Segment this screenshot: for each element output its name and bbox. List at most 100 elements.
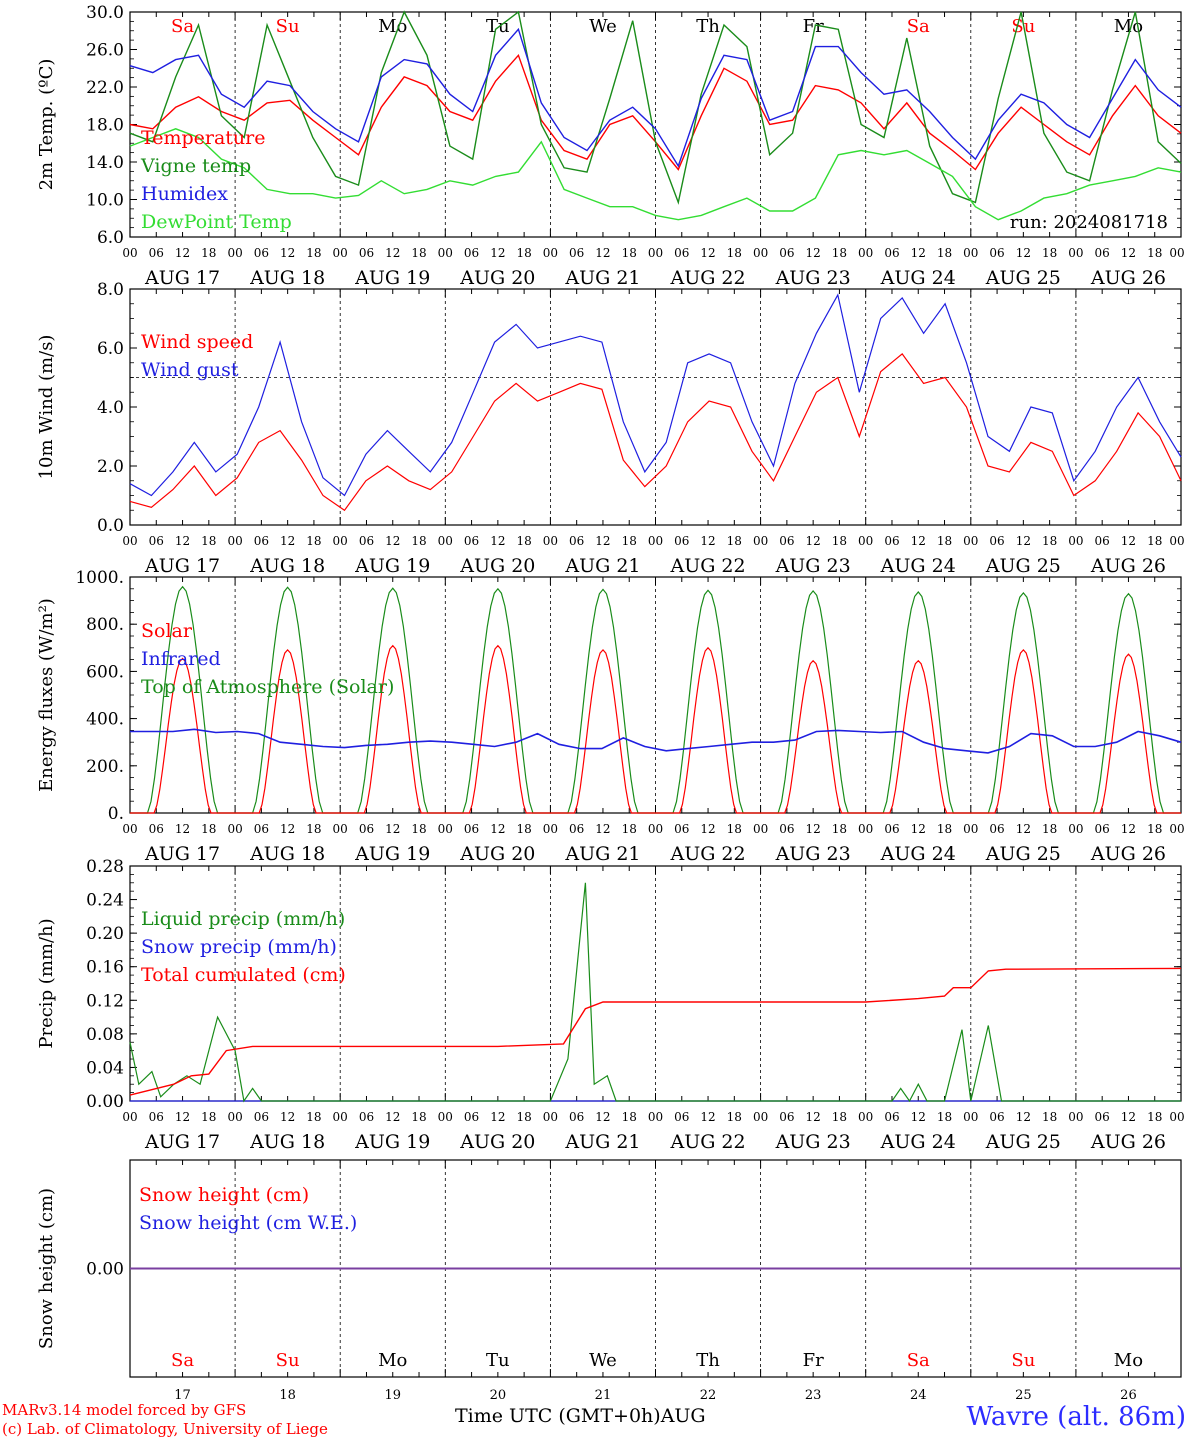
date-label: AUG 17 [144,555,220,577]
date-label: AUG 26 [1090,1131,1166,1153]
date-label: AUG 25 [985,1131,1061,1153]
hour-tick-label: 06 [779,534,794,548]
y-tick-label: 0.00 [86,1260,124,1280]
hour-tick-label: 06 [884,822,899,836]
date-label: AUG 18 [249,267,325,289]
hour-tick-label: 06 [569,822,584,836]
legend-entry: Liquid precip (mm/h) [141,908,345,930]
hour-tick-label: 18 [1042,1110,1057,1124]
hour-tick-label: 00 [753,534,768,548]
hour-tick-label: 00 [648,534,663,548]
hour-tick-label: 00 [333,822,348,836]
hour-tick-label: 18 [306,1110,321,1124]
hour-tick-label: 18 [832,534,847,548]
hour-tick-label: 18 [1042,246,1057,260]
y-tick-label: 0.00 [86,1092,124,1112]
day-name-bottom: Fr [803,1350,824,1371]
day-name-bottom: Tu [486,1350,510,1371]
date-label: AUG 23 [775,843,851,865]
y-tick-label: 0.24 [86,891,124,911]
day-name: Mo [378,16,407,37]
series-wind-gust [129,293,1182,497]
day-name: Sa [171,16,194,37]
hour-tick-label: 18 [411,822,426,836]
hour-tick-label: 12 [806,534,821,548]
hour-tick-label: 00 [1169,1110,1184,1124]
hour-tick-label: 12 [700,822,715,836]
date-label: AUG 26 [1090,267,1166,289]
date-label: AUG 22 [669,843,745,865]
hour-tick-label: 00 [963,822,978,836]
date-label: AUG 25 [985,555,1061,577]
hour-tick-label: 00 [1169,822,1184,836]
hour-tick-label: 06 [254,1110,269,1124]
y-tick-label: 0. [108,804,124,824]
hour-tick-label: 12 [385,822,400,836]
hour-tick-label: 06 [359,246,374,260]
legend-entry: Snow height (cm W.E.) [139,1212,357,1234]
hour-tick-label: 18 [727,246,742,260]
hour-tick-label: 18 [727,1110,742,1124]
hour-tick-label: 18 [832,1110,847,1124]
y-tick-label: 0.28 [86,857,124,877]
hour-tick-label: 00 [543,1110,558,1124]
date-label: AUG 19 [354,555,430,577]
hour-tick-label: 06 [149,534,164,548]
day-name-bottom: Mo [378,1350,407,1371]
hour-tick-label: 12 [1016,246,1031,260]
hour-tick-label: 12 [490,534,505,548]
legend-entry: DewPoint Temp [141,211,292,233]
y-axis-label: 10m Wind (m/s) [36,335,57,480]
hour-tick-label: 06 [359,822,374,836]
day-number: 19 [384,1388,401,1403]
hour-tick-label: 12 [806,822,821,836]
date-label: AUG 26 [1090,843,1166,865]
time-axis-title-text: Time UTC (GMT+0h) [455,1405,661,1427]
hour-tick-label: 00 [1068,822,1083,836]
date-label: AUG 21 [564,555,640,577]
legend-entry: Infrared [141,648,221,670]
hour-tick-label: 12 [385,246,400,260]
hour-tick-label: 18 [1147,534,1162,548]
date-label: AUG 17 [144,267,220,289]
day-name-bottom: We [589,1350,617,1371]
y-tick-label: 8.0 [97,280,124,300]
date-label: AUG 20 [459,1131,535,1153]
legend-entry: Humidex [141,183,228,205]
hour-tick-label: 00 [648,246,663,260]
hour-tick-label: 06 [149,822,164,836]
y-tick-label: 0.20 [86,924,124,944]
hour-tick-label: 12 [280,246,295,260]
day-name-bottom: Sa [171,1350,194,1371]
hour-tick-label: 06 [674,534,689,548]
hour-tick-label: 12 [1016,534,1031,548]
hour-tick-label: 18 [1042,534,1057,548]
y-tick-label: 200. [86,757,124,777]
hour-tick-label: 06 [989,534,1004,548]
y-tick-label: 30.0 [86,3,124,23]
series-vigne-temp [129,10,1182,205]
date-label: AUG 18 [249,843,325,865]
day-number: 25 [1015,1388,1032,1403]
hour-tick-label: 12 [806,246,821,260]
hour-tick-label: 00 [648,822,663,836]
hour-tick-label: 06 [884,534,899,548]
hour-tick-label: 12 [1121,822,1136,836]
time-axis-month: AUG [660,1405,706,1427]
day-number: 17 [174,1388,191,1403]
hour-tick-label: 06 [989,1110,1004,1124]
hour-tick-label: 00 [227,246,242,260]
time-axis-title: Time UTC (GMT+0h)AUG [455,1405,706,1427]
hour-tick-label: 00 [227,1110,242,1124]
date-label: AUG 17 [144,1131,220,1153]
hour-tick-label: 06 [674,246,689,260]
hour-tick-label: 06 [674,822,689,836]
hour-tick-label: 00 [1068,534,1083,548]
y-tick-label: 600. [86,662,124,682]
hour-tick-label: 18 [201,246,216,260]
day-name-bottom: Su [1011,1350,1035,1371]
day-number: 18 [279,1388,296,1403]
hour-tick-label: 00 [122,534,137,548]
y-tick-label: 800. [86,615,124,635]
